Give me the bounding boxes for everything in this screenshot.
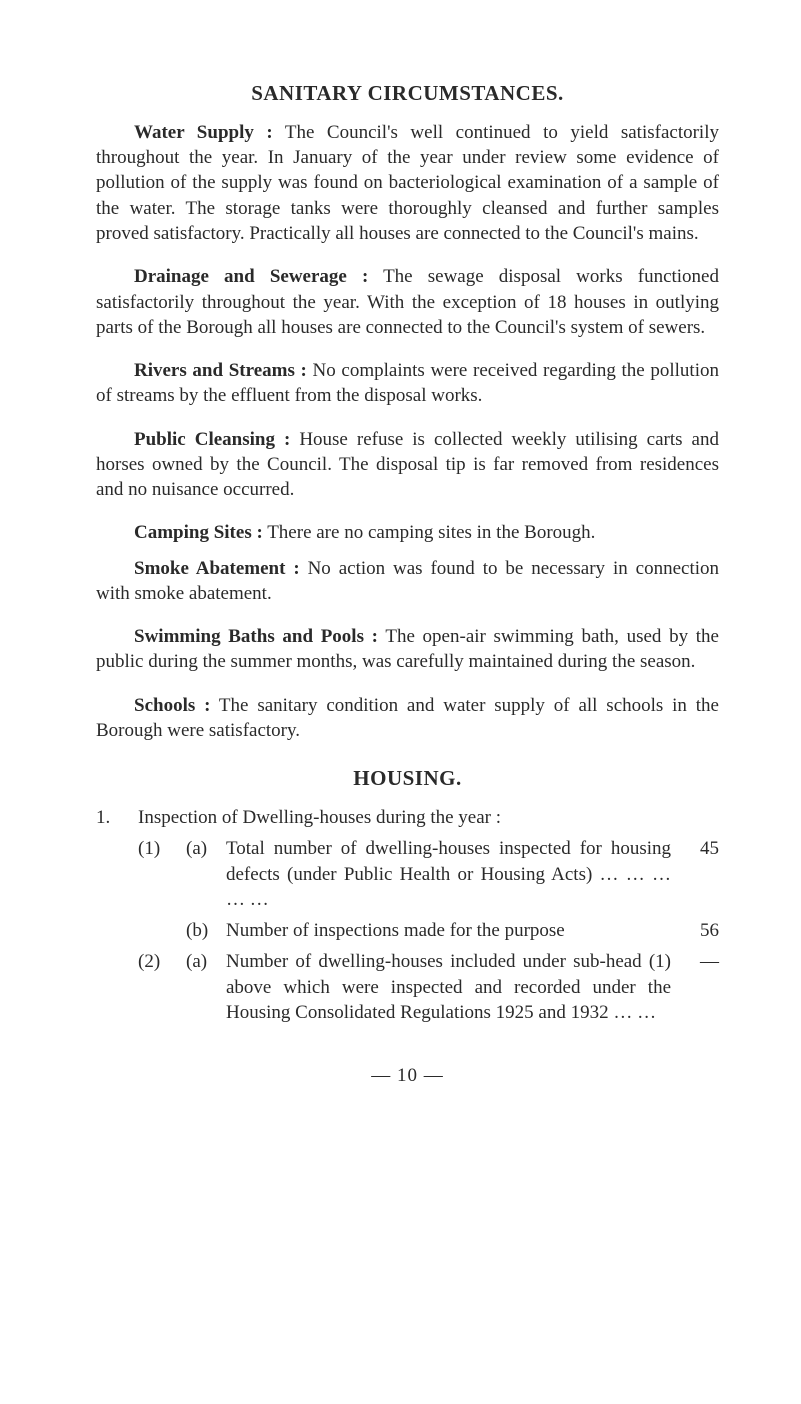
paragraph-schools: Schools : The sanitary condition and wat…	[96, 693, 719, 744]
housing-1b-alpha: (b)	[186, 918, 226, 943]
housing-intro-number: 1.	[96, 805, 138, 830]
lead-camping: Camping Sites :	[134, 522, 263, 543]
housing-intro-row: 1. Inspection of Dwelling-houses during …	[96, 805, 719, 830]
housing-2a-value: —	[679, 949, 719, 1025]
lead-water-supply: Water Supply :	[134, 122, 273, 143]
lead-drainage: Drainage and Sewerage :	[134, 266, 368, 287]
housing-intro-text: Inspection of Dwelling-houses during the…	[138, 805, 679, 830]
page-number-footer: — 10 —	[96, 1063, 719, 1088]
housing-item-1a: (1) (a) Total number of dwelling-houses …	[96, 836, 719, 912]
paragraph-cleansing: Public Cleansing : House refuse is colle…	[96, 427, 719, 503]
housing-1a-text: Total number of dwelling-houses inspecte…	[226, 836, 679, 912]
document-page: SANITARY CIRCUMSTANCES. Water Supply : T…	[0, 0, 801, 1129]
housing-1a-value: 45	[679, 836, 719, 912]
housing-2a-text: Number of dwelling-houses included under…	[226, 949, 679, 1025]
housing-1b-value: 56	[679, 918, 719, 943]
housing-item-1b: (b) Number of inspections made for the p…	[96, 918, 719, 943]
lead-swimming: Swimming Baths and Pools :	[134, 626, 378, 647]
spacer	[96, 949, 138, 1025]
text-camping: There are no camping sites in the Boroug…	[263, 522, 596, 543]
lead-smoke: Smoke Abatement :	[134, 558, 300, 579]
spacer	[96, 836, 138, 912]
housing-2a-sub: (2)	[138, 949, 186, 1025]
lead-schools: Schools :	[134, 695, 210, 716]
housing-1a-sub: (1)	[138, 836, 186, 912]
paragraph-camping: Camping Sites : There are no camping sit…	[96, 520, 719, 545]
housing-1b-sub	[138, 918, 186, 943]
paragraph-drainage: Drainage and Sewerage : The sewage dispo…	[96, 264, 719, 340]
housing-intro-val	[679, 805, 719, 830]
paragraph-water-supply: Water Supply : The Council's well contin…	[96, 120, 719, 246]
lead-cleansing: Public Cleansing :	[134, 429, 290, 450]
housing-item-2a: (2) (a) Number of dwelling-houses includ…	[96, 949, 719, 1025]
section-title-housing: HOUSING.	[96, 765, 719, 793]
paragraph-rivers: Rivers and Streams : No complaints were …	[96, 358, 719, 409]
paragraph-smoke: Smoke Abatement : No action was found to…	[96, 556, 719, 607]
housing-2a-alpha: (a)	[186, 949, 226, 1025]
spacer	[96, 918, 138, 943]
paragraph-swimming: Swimming Baths and Pools : The open-air …	[96, 624, 719, 675]
housing-1b-text: Number of inspections made for the purpo…	[226, 918, 679, 943]
lead-rivers: Rivers and Streams :	[134, 360, 307, 381]
housing-1a-alpha: (a)	[186, 836, 226, 912]
section-title-sanitary: SANITARY CIRCUMSTANCES.	[96, 80, 719, 108]
